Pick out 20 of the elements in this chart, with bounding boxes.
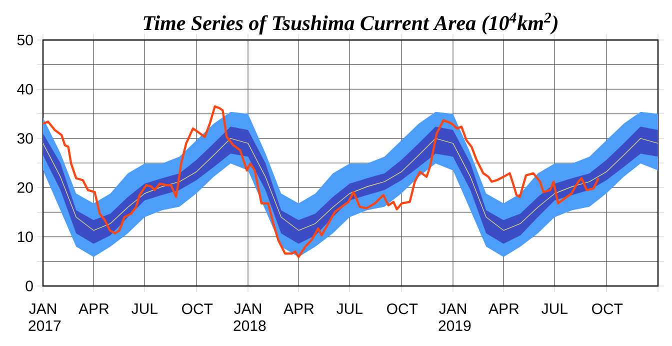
chart-title: Time Series of Tsushima Current Area (10$^{4}$km$^{2}$) — [144, 12, 558, 34]
x-tick-label: JAN 2019 — [438, 304, 471, 331]
y-tick-label: 10 — [18, 231, 33, 242]
x-tick-label: OCT — [182, 304, 213, 314]
x-tick-label: JAN 2018 — [234, 304, 266, 331]
y-tick-label: 50 — [17, 34, 33, 46]
x-tick-label: JAN 2017 — [28, 304, 61, 331]
y-tick-label: 30 — [17, 133, 33, 144]
x-tick-label: APR — [284, 304, 314, 314]
x-tick-label: JUL — [336, 304, 362, 314]
x-tick-label: JUL — [132, 304, 158, 314]
x-tick-label: APR — [78, 304, 109, 314]
x-tick-label: OCT — [592, 304, 623, 314]
y-tick-label: 0 — [26, 280, 33, 292]
x-tick-label: OCT — [387, 304, 418, 314]
line-series — [43, 138, 658, 231]
x-tick-label: APR — [488, 304, 519, 314]
y-tick-label: 20 — [18, 182, 33, 193]
y-tick-label: 40 — [17, 84, 33, 95]
x-tick-label: JUL — [542, 304, 568, 314]
